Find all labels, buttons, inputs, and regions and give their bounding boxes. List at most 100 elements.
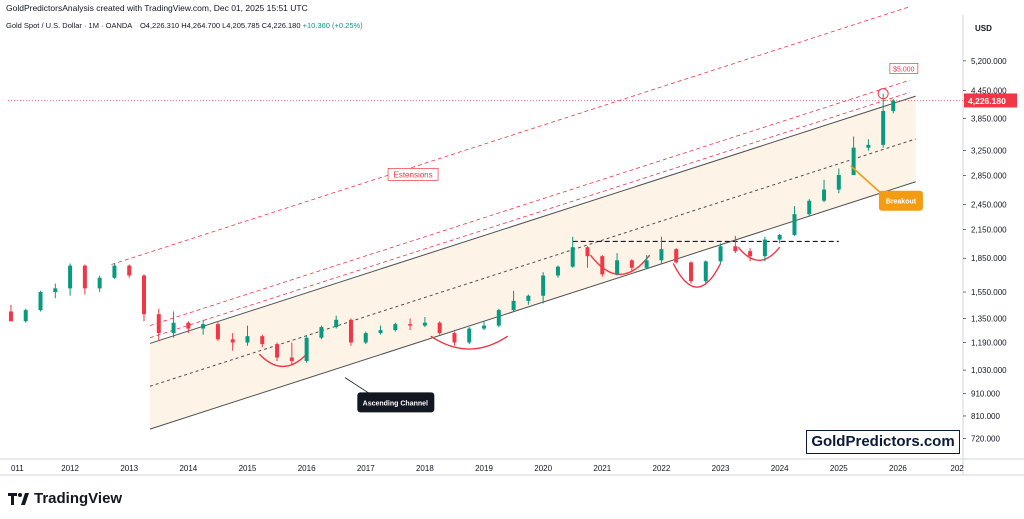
candle-body-12 xyxy=(186,322,191,329)
y-tick-label-11: 1,030.000 xyxy=(971,366,1007,375)
candle-body-47 xyxy=(703,261,708,282)
candle-body-20 xyxy=(304,337,309,362)
y-tick-label-4: 2,850.000 xyxy=(971,172,1007,181)
y-tick-label-2: 3,850.000 xyxy=(971,114,1007,123)
extension-line-1 xyxy=(111,6,910,265)
candle-body-40 xyxy=(600,256,605,275)
candle-body-38 xyxy=(570,247,575,267)
breakout-callout-pointer xyxy=(850,165,886,198)
candle-body-6 xyxy=(97,277,102,289)
x-tick-label-1: 2012 xyxy=(61,464,79,473)
symbol-name[interactable]: Gold Spot / U.S. Dollar · 1M · OANDA xyxy=(6,21,132,30)
candle-body-9 xyxy=(142,275,147,315)
candle-body-16 xyxy=(245,336,250,343)
price-change: +10.360 (+0.25%) xyxy=(302,21,363,30)
target-label: $5,000 xyxy=(893,66,915,73)
candle-body-30 xyxy=(452,333,457,343)
channel-lower-line xyxy=(149,181,916,430)
candle-body-55 xyxy=(822,189,827,201)
candle-body-1 xyxy=(23,310,28,322)
breakout-callout-box xyxy=(878,190,923,211)
candle-body-35 xyxy=(526,295,531,301)
candle-body-10 xyxy=(156,314,161,334)
channel-callout-box xyxy=(357,392,435,413)
target-circle xyxy=(877,88,889,100)
candle-body-3 xyxy=(53,288,58,293)
candle-body-14 xyxy=(215,324,220,340)
candle-body-8 xyxy=(127,265,132,276)
candle-body-4 xyxy=(68,265,73,289)
candle-body-22 xyxy=(334,319,339,328)
candle-body-43 xyxy=(644,260,649,268)
cup-arc-4 xyxy=(672,263,722,288)
candle-body-7 xyxy=(112,265,117,278)
candle-body-41 xyxy=(615,260,620,275)
tradingview-icon xyxy=(8,492,29,505)
channel-upper-line xyxy=(149,95,916,344)
candle-body-26 xyxy=(393,324,398,331)
x-tick-label-0: 011 xyxy=(11,464,24,473)
x-tick-label-12: 2023 xyxy=(712,464,730,473)
last-price-tag xyxy=(964,93,1017,108)
extensions-label: Estensions xyxy=(393,170,432,179)
candle-body-39 xyxy=(585,247,590,257)
candle-body-21 xyxy=(319,327,324,338)
axis-currency-label: USD xyxy=(975,24,992,33)
x-tick-label-7: 2018 xyxy=(416,464,434,473)
candle-body-52 xyxy=(777,234,782,240)
candle-body-31 xyxy=(467,328,472,343)
x-tick-label-2: 2013 xyxy=(120,464,138,473)
candle-body-36 xyxy=(541,275,546,296)
y-tick-label-14: 720.000 xyxy=(971,434,1000,443)
x-tick-label-6: 2017 xyxy=(357,464,375,473)
last-price-text: 4,226.180 xyxy=(968,96,1006,106)
y-tick-label-10: 1,190.000 xyxy=(971,339,1007,348)
candle-body-37 xyxy=(555,266,560,276)
channel-mid-line xyxy=(149,138,916,387)
x-tick-label-9: 2020 xyxy=(534,464,552,473)
x-tick-label-3: 2014 xyxy=(179,464,197,473)
y-tick-label-6: 2,150.000 xyxy=(971,226,1007,235)
breakout-callout-label: Breakout xyxy=(886,199,917,206)
x-tick-label-10: 2021 xyxy=(593,464,611,473)
candle-body-15 xyxy=(230,339,235,343)
extensions-box xyxy=(387,168,439,181)
x-tick-label-16: 202 xyxy=(950,464,964,473)
chart-title: GoldPredictorsAnalysis created with Trad… xyxy=(6,3,308,13)
y-tick-label-3: 3,250.000 xyxy=(971,147,1007,156)
candle-body-49 xyxy=(733,246,738,252)
y-tick-label-5: 2,450.000 xyxy=(971,201,1007,210)
x-tick-label-5: 2016 xyxy=(298,464,316,473)
y-tick-label-1: 4,450.000 xyxy=(971,87,1007,96)
y-tick-label-13: 810.000 xyxy=(971,412,1000,421)
candle-body-17 xyxy=(260,336,265,345)
candle-body-11 xyxy=(171,322,176,334)
candle-body-5 xyxy=(82,265,87,289)
y-tick-label-7: 1,850.000 xyxy=(971,254,1007,263)
candle-body-46 xyxy=(688,262,693,282)
cup-arc-1 xyxy=(258,353,308,368)
candle-body-2 xyxy=(38,292,43,311)
tradingview-logo[interactable]: TradingView xyxy=(8,490,122,507)
candle-body-58 xyxy=(866,144,871,148)
cup-arc-3 xyxy=(589,254,651,276)
candle-body-18 xyxy=(275,344,280,358)
candle-body-23 xyxy=(348,319,353,343)
candle-body-25 xyxy=(378,330,383,334)
extension-line-2 xyxy=(149,79,910,326)
candle-body-33 xyxy=(496,310,501,326)
x-tick-label-4: 2015 xyxy=(239,464,257,473)
candle-body-57 xyxy=(851,147,856,176)
target-box xyxy=(889,62,919,74)
candle-body-29 xyxy=(437,322,442,334)
brand-watermark: GoldPredictors.com xyxy=(806,430,960,454)
candle-body-32 xyxy=(482,325,487,329)
candle-body-42 xyxy=(629,260,634,268)
candle-body-24 xyxy=(363,333,368,343)
x-tick-label-13: 2024 xyxy=(771,464,789,473)
x-tick-label-14: 2025 xyxy=(830,464,848,473)
x-tick-label-11: 2022 xyxy=(653,464,671,473)
candle-body-56 xyxy=(836,175,841,190)
